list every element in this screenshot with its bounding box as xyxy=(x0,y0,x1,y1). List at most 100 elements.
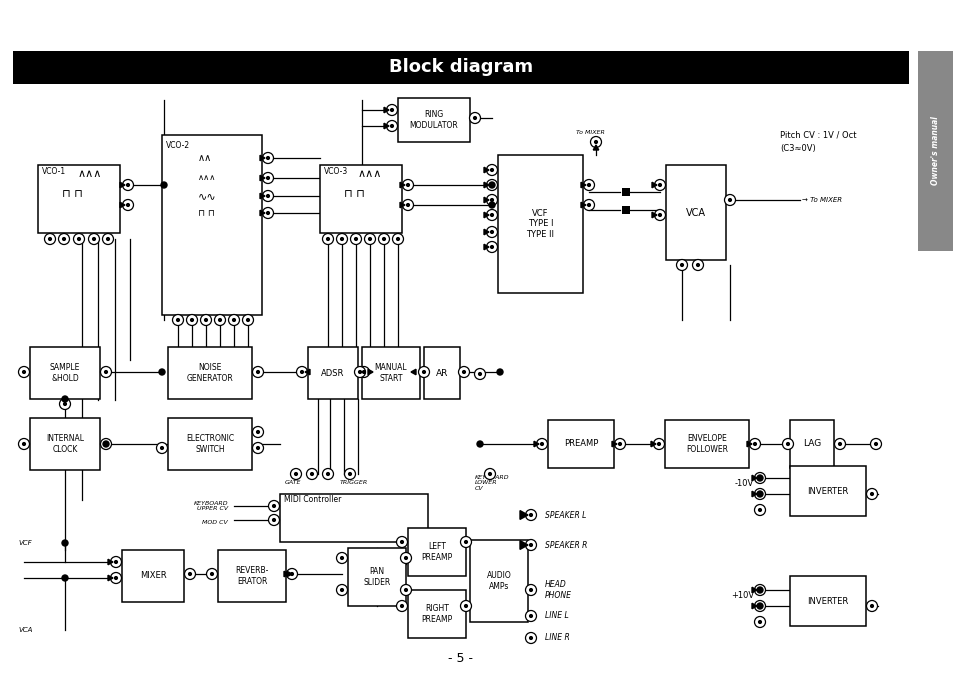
Circle shape xyxy=(339,556,344,560)
Circle shape xyxy=(255,446,260,450)
Circle shape xyxy=(525,539,536,550)
Polygon shape xyxy=(580,202,585,208)
Circle shape xyxy=(757,604,761,608)
Bar xyxy=(408,590,465,638)
Circle shape xyxy=(339,588,344,592)
Circle shape xyxy=(310,472,314,476)
Circle shape xyxy=(469,112,480,124)
Polygon shape xyxy=(751,603,757,609)
Text: VCF: VCF xyxy=(18,540,31,546)
Circle shape xyxy=(525,633,536,644)
Polygon shape xyxy=(260,175,265,180)
Circle shape xyxy=(364,233,375,245)
Circle shape xyxy=(421,370,426,374)
Circle shape xyxy=(528,513,533,517)
Text: ∧∧∧: ∧∧∧ xyxy=(198,174,216,183)
Text: AR: AR xyxy=(436,368,448,377)
Circle shape xyxy=(62,575,68,581)
Text: PAN
SLIDER: PAN SLIDER xyxy=(363,567,390,587)
Circle shape xyxy=(22,442,26,446)
Text: ENVELOPE
FOLLOWER: ENVELOPE FOLLOWER xyxy=(685,434,727,454)
Circle shape xyxy=(484,468,495,479)
Circle shape xyxy=(528,636,533,640)
Polygon shape xyxy=(108,559,112,564)
Bar xyxy=(218,550,286,602)
Circle shape xyxy=(290,572,294,576)
Circle shape xyxy=(62,237,66,241)
Circle shape xyxy=(395,237,399,241)
Text: +10V: +10V xyxy=(730,592,753,600)
Bar xyxy=(168,347,252,399)
Circle shape xyxy=(490,213,494,217)
Circle shape xyxy=(268,514,279,525)
Circle shape xyxy=(490,168,494,172)
Circle shape xyxy=(458,366,469,377)
Text: KEYBOARD
LOWER
CV: KEYBOARD LOWER CV xyxy=(475,475,509,491)
Text: LINE L: LINE L xyxy=(544,612,568,621)
Bar xyxy=(789,576,865,626)
Polygon shape xyxy=(650,441,656,447)
Circle shape xyxy=(869,492,873,496)
Text: ⊓ ⊓: ⊓ ⊓ xyxy=(198,208,214,218)
Circle shape xyxy=(618,442,621,446)
Circle shape xyxy=(253,427,263,437)
Text: INTERNAL
CLOCK: INTERNAL CLOCK xyxy=(46,434,84,454)
Circle shape xyxy=(399,604,404,608)
Circle shape xyxy=(210,572,213,576)
Text: VCA: VCA xyxy=(18,627,32,633)
Circle shape xyxy=(350,233,361,245)
Polygon shape xyxy=(483,197,489,203)
Circle shape xyxy=(418,366,429,377)
Circle shape xyxy=(242,314,253,326)
Circle shape xyxy=(246,318,250,322)
Text: TRIGGER: TRIGGER xyxy=(339,481,368,485)
Circle shape xyxy=(73,233,85,245)
Circle shape xyxy=(405,183,410,187)
Bar xyxy=(162,135,262,315)
Circle shape xyxy=(461,370,466,374)
Circle shape xyxy=(679,263,683,267)
Text: SAMPLE
&HOLD: SAMPLE &HOLD xyxy=(50,363,80,383)
Polygon shape xyxy=(411,369,416,375)
Bar xyxy=(621,206,629,214)
Circle shape xyxy=(727,198,731,202)
Circle shape xyxy=(104,370,108,374)
Circle shape xyxy=(490,183,494,187)
Circle shape xyxy=(322,468,334,479)
Circle shape xyxy=(785,442,789,446)
Circle shape xyxy=(723,195,735,206)
Circle shape xyxy=(754,504,764,516)
Bar xyxy=(470,540,527,622)
Circle shape xyxy=(272,504,275,508)
Text: LINE R: LINE R xyxy=(544,633,569,642)
Circle shape xyxy=(126,203,130,207)
Polygon shape xyxy=(751,475,757,481)
Circle shape xyxy=(122,180,133,191)
Text: Block diagram: Block diagram xyxy=(389,58,533,76)
Circle shape xyxy=(865,489,877,500)
Polygon shape xyxy=(751,587,757,593)
Polygon shape xyxy=(368,369,373,375)
Text: VCF
TYPE I
TYPE II: VCF TYPE I TYPE II xyxy=(526,209,554,239)
Circle shape xyxy=(103,441,109,447)
Circle shape xyxy=(781,439,793,450)
Text: ⊓ ⊓: ⊓ ⊓ xyxy=(344,189,364,199)
Circle shape xyxy=(294,472,297,476)
Circle shape xyxy=(326,237,330,241)
Circle shape xyxy=(525,610,536,621)
Bar xyxy=(122,550,184,602)
Polygon shape xyxy=(284,571,289,577)
Text: LAG: LAG xyxy=(802,439,821,448)
Circle shape xyxy=(757,508,761,512)
Text: PREAMP: PREAMP xyxy=(563,439,598,448)
Circle shape xyxy=(18,366,30,377)
Circle shape xyxy=(272,518,275,522)
Text: REVERB-
ERATOR: REVERB- ERATOR xyxy=(235,566,269,585)
Circle shape xyxy=(692,260,702,270)
Text: MIDI Controller: MIDI Controller xyxy=(284,496,341,504)
Circle shape xyxy=(525,585,536,596)
Circle shape xyxy=(754,585,764,596)
Polygon shape xyxy=(483,244,489,249)
Circle shape xyxy=(253,366,263,377)
Circle shape xyxy=(757,588,761,592)
